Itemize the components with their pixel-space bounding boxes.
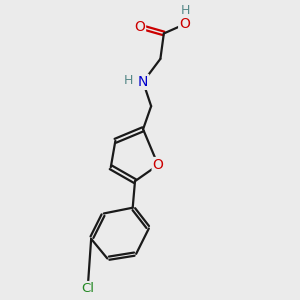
Text: H: H [124, 74, 134, 87]
Text: N: N [138, 75, 148, 89]
Text: O: O [179, 17, 190, 31]
Text: H: H [181, 4, 190, 17]
Text: O: O [153, 158, 164, 172]
Text: Cl: Cl [81, 282, 94, 295]
Text: O: O [134, 20, 145, 34]
